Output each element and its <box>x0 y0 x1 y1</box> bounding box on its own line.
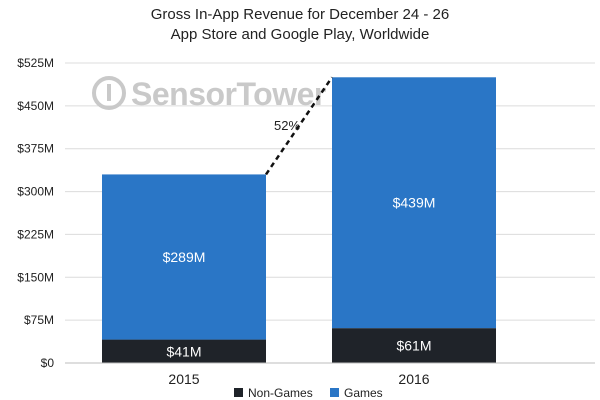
y-tick-label: $75M <box>24 313 54 327</box>
y-tick-label: $225M <box>17 227 54 241</box>
legend-swatch <box>234 388 243 397</box>
x-tick-label: 2016 <box>398 371 429 387</box>
y-tick-label: $375M <box>17 142 54 156</box>
data-label: $289M <box>163 249 206 265</box>
y-tick-label: $150M <box>17 270 54 284</box>
y-tick-label: $300M <box>17 185 54 199</box>
legend-label: Games <box>344 386 383 400</box>
y-tick-label: $525M <box>17 56 54 70</box>
data-label: $439M <box>393 195 436 211</box>
bar-non-games-2016 <box>332 328 496 363</box>
chart-title: Gross In-App Revenue for December 24 - 2… <box>150 6 450 23</box>
growth-annotation: 52% <box>274 118 300 133</box>
data-label: $41M <box>166 343 201 359</box>
y-tick-label: $0 <box>41 356 55 370</box>
watermark-text: SensorTower <box>131 76 326 112</box>
growth-connector-line <box>264 76 334 176</box>
chart-subtitle: App Store and Google Play, Worldwide <box>170 26 430 43</box>
bar-games-2015 <box>102 174 266 340</box>
bar-non-games-2015 <box>102 339 266 363</box>
sensortower-logo-icon <box>92 76 126 110</box>
bar-games-2016 <box>332 77 496 329</box>
x-tick-label: 2015 <box>168 371 199 387</box>
legend-swatch <box>330 388 339 397</box>
legend-label: Non-Games <box>248 386 313 400</box>
y-tick-label: $450M <box>17 99 54 113</box>
data-label: $61M <box>396 338 431 354</box>
